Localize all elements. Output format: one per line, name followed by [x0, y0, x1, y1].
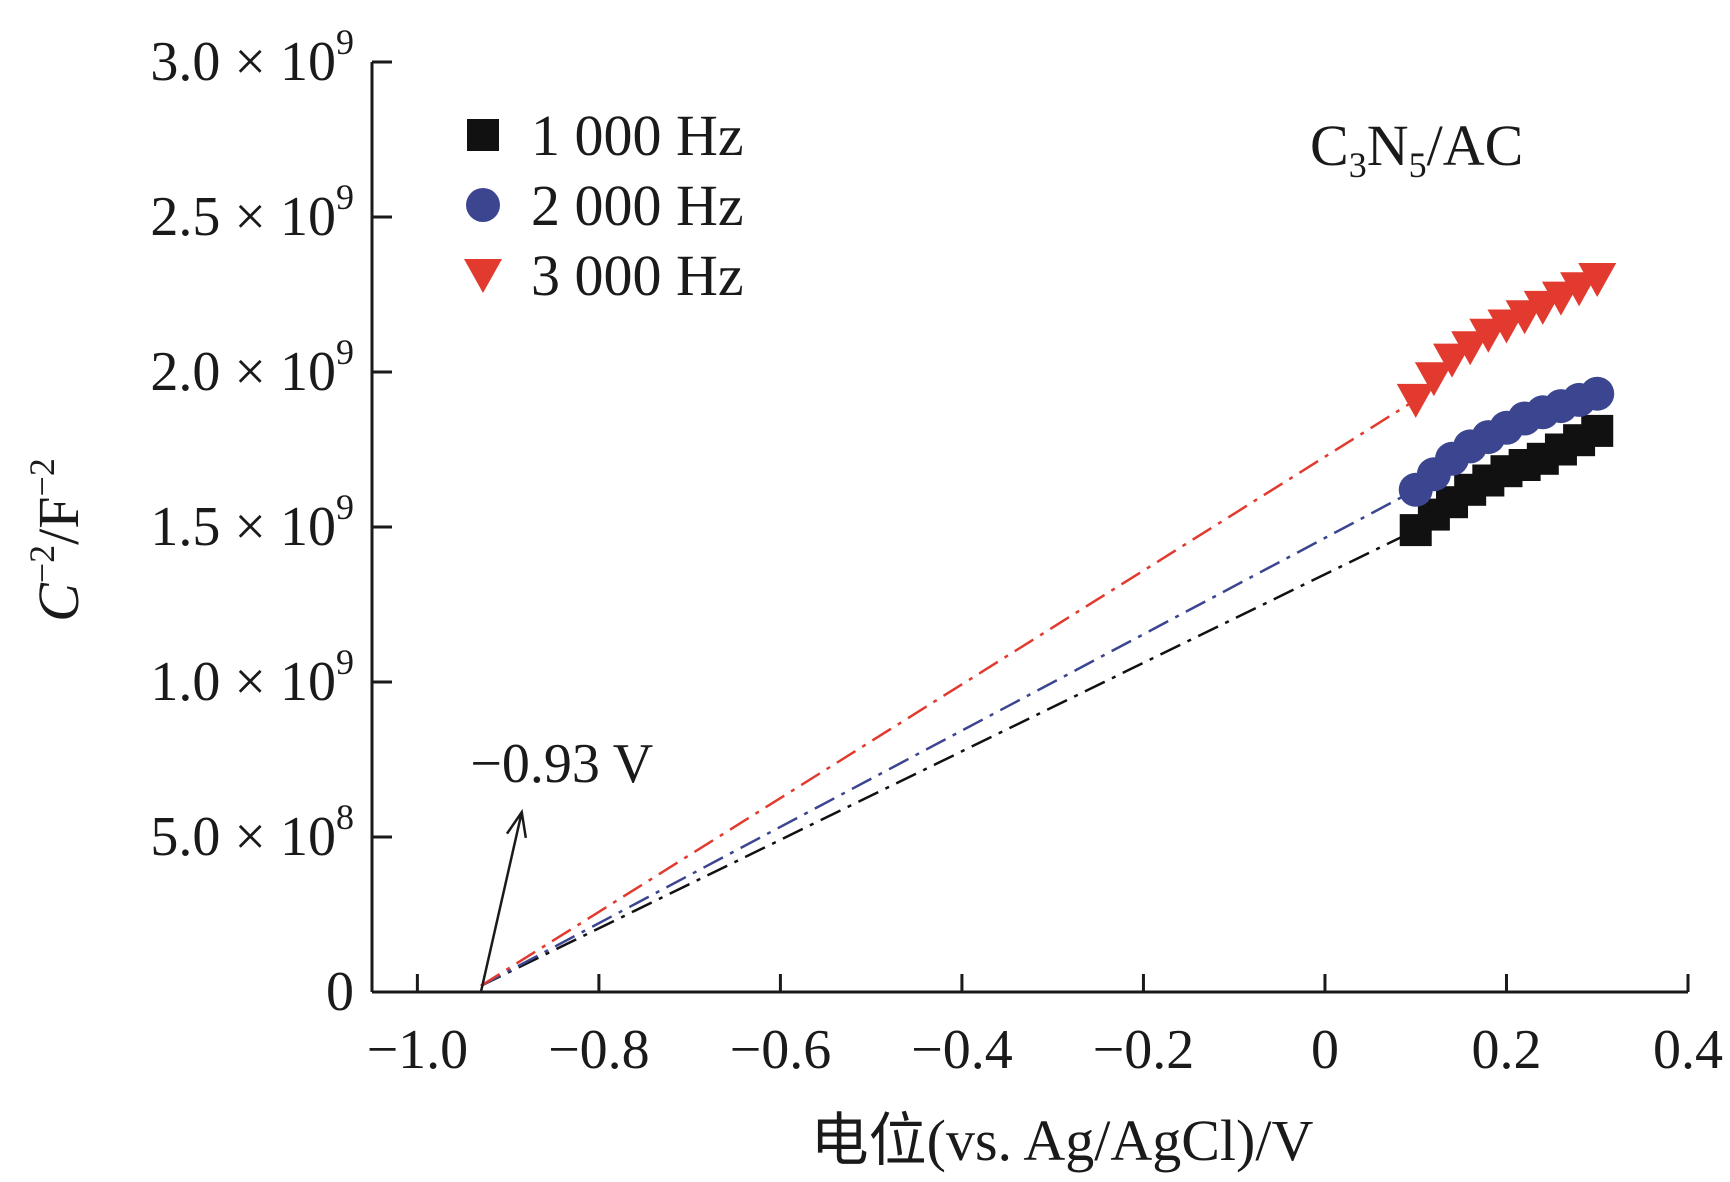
- y-axis-title-mid: /F: [26, 496, 91, 544]
- y-tick-label: 2.0 × 109: [150, 332, 354, 403]
- y-tick-label: 2.5 × 109: [150, 177, 354, 248]
- data-point-s3: [1396, 383, 1435, 418]
- data-point-s3: [1578, 263, 1617, 297]
- x-tick-label: −0.4: [911, 1019, 1013, 1081]
- y-ticks: 0 5.0 × 108 1.0 × 109 1.5 × 109 2.0 × 109 2.5…: [150, 22, 392, 1023]
- data-point-s3: [1433, 343, 1472, 378]
- data-point-s1: [1581, 414, 1614, 447]
- y-axis-title-c: C: [26, 582, 91, 622]
- x-tick-label: −0.2: [1093, 1019, 1195, 1081]
- sample-label-n: N: [1367, 113, 1409, 178]
- sample-label-sub1: 3: [1349, 145, 1367, 185]
- x-tick-label: −0.8: [548, 1019, 650, 1081]
- fit-line-1: [480, 528, 1417, 987]
- legend-label-2: 2 000 Hz: [531, 173, 744, 238]
- fit-line-3: [480, 398, 1417, 987]
- legend-label-1: 1 000 Hz: [531, 103, 744, 168]
- y-tick-label: 0: [326, 961, 354, 1023]
- data-points: [1396, 263, 1617, 547]
- annotation-arrow: [479, 811, 523, 993]
- y-axis-title-sup2: −2: [22, 458, 62, 496]
- y-tick-label: 1.5 × 109: [150, 487, 354, 558]
- y-axis-title: C−2/F−2: [22, 458, 91, 622]
- fit-line-2: [480, 488, 1417, 987]
- legend: 1 000 Hz2 000 Hz3 000 Hz: [464, 103, 744, 308]
- fit-lines: [480, 398, 1417, 987]
- legend-marker-2: [466, 188, 500, 222]
- data-point-s3: [1451, 331, 1490, 366]
- y-axis-title-sup1: −2: [22, 545, 62, 583]
- annotation-arrowhead: [505, 808, 528, 839]
- y-tick-label: 1.0 × 109: [150, 642, 354, 713]
- annotation-label: −0.93 V: [470, 733, 653, 795]
- sample-label-rest: /AC: [1427, 113, 1524, 178]
- x-tick-label: 0: [1311, 1019, 1339, 1081]
- x-tick-label: 0.2: [1471, 1019, 1541, 1081]
- sample-label-sub2: 5: [1409, 145, 1427, 185]
- y-tick-label: 5.0 × 108: [150, 797, 354, 868]
- x-tick-label: 0.4: [1653, 1019, 1723, 1081]
- legend-marker-1: [467, 119, 499, 151]
- x-axis-title: 电位(vs. Ag/AgCl)/V: [811, 1108, 1314, 1173]
- legend-label-3: 3 000 Hz: [531, 243, 744, 308]
- sample-label: C3N5/AC: [1310, 113, 1523, 185]
- x-tick-label: −0.6: [730, 1019, 832, 1081]
- x-tick-label: −1.0: [367, 1019, 469, 1081]
- x-ticks: −1.0 −0.8 −0.6 −0.4 −0.2 0 0.2 0.4: [367, 974, 1723, 1081]
- annotation: −0.93 V: [470, 733, 653, 993]
- y-tick-label: 3.0 × 109: [150, 22, 354, 93]
- sample-label-c: C: [1310, 113, 1349, 178]
- legend-marker-3: [464, 259, 502, 293]
- data-point-s3: [1414, 362, 1453, 397]
- data-point-s2: [1580, 376, 1615, 411]
